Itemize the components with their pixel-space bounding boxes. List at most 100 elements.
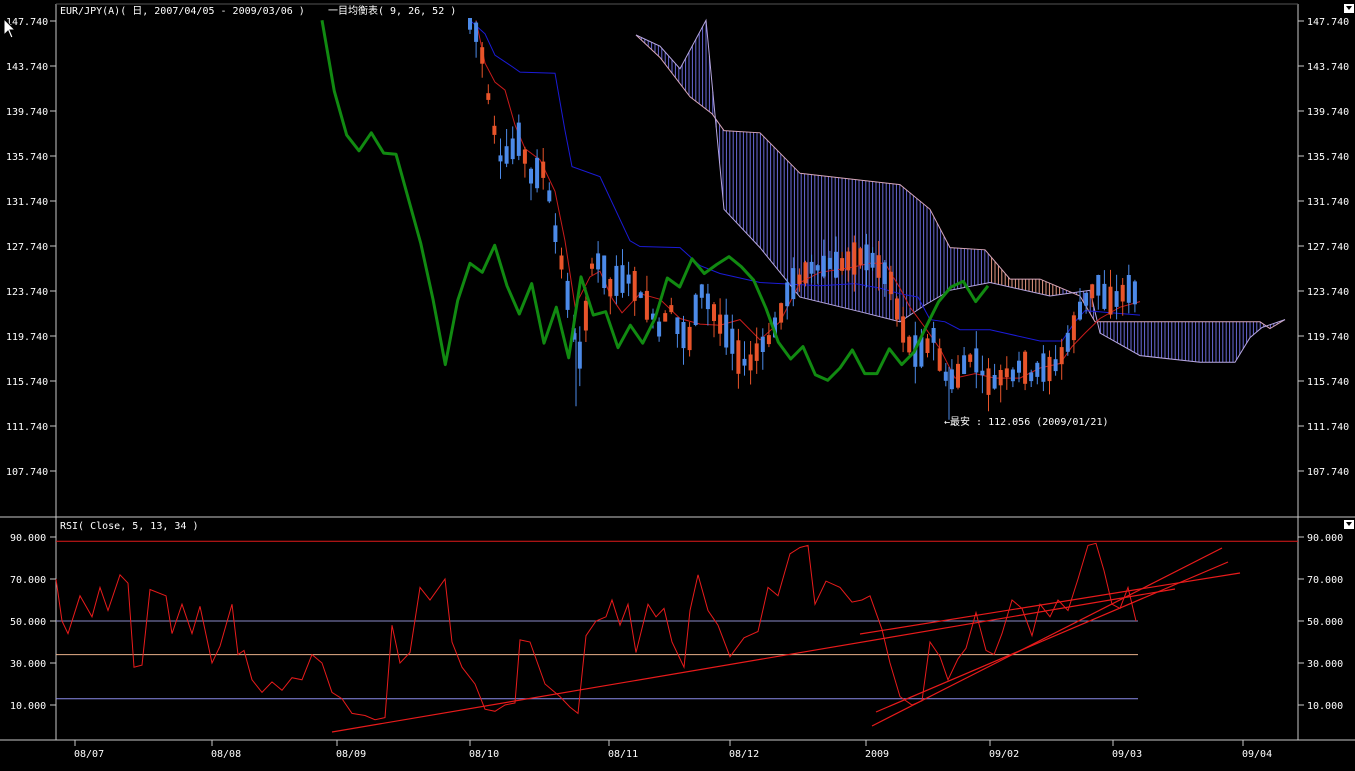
rsi-tick-label: 30.000 bbox=[10, 659, 46, 670]
candle-body bbox=[834, 251, 838, 278]
rsi-panel bbox=[55, 540, 1298, 733]
candle-body bbox=[1078, 301, 1082, 320]
candle-body bbox=[699, 284, 704, 298]
candle-body bbox=[1053, 359, 1058, 372]
candle-body bbox=[1004, 368, 1009, 378]
candle-body bbox=[486, 93, 491, 100]
candle-body bbox=[480, 47, 485, 64]
rsi-axis: 90.000 90.000 70.000 70.000 50.000 50.000 30.0… bbox=[10, 533, 1343, 712]
candle-body bbox=[1084, 292, 1089, 306]
date-axis: 08/07 08/08 08/09 08/10 08/11 08/12 2009 09/02 0… bbox=[74, 740, 1272, 760]
senkou-span-a bbox=[635, 34, 1286, 330]
rsi-tick-label: 30.000 bbox=[1307, 659, 1343, 670]
date-tick-label: 08/08 bbox=[211, 749, 241, 760]
candle-body bbox=[1017, 360, 1021, 373]
candle-body bbox=[675, 317, 680, 334]
candle-body bbox=[498, 155, 503, 162]
candle-body bbox=[565, 280, 570, 310]
candle-body bbox=[974, 348, 979, 373]
rsi-title: RSI( Close, 5, 13, 34 ) bbox=[60, 521, 198, 532]
candle-body bbox=[1029, 372, 1034, 382]
candle-body bbox=[785, 282, 790, 307]
price-tick-label: 115.740 bbox=[6, 377, 48, 388]
price-tick-label: 147.740 bbox=[1307, 17, 1349, 28]
rsi-path bbox=[55, 542, 1137, 721]
candle-body bbox=[840, 258, 845, 271]
candle-body bbox=[553, 225, 558, 242]
candle-body bbox=[1065, 332, 1070, 352]
price-tick-label: 107.740 bbox=[6, 467, 48, 478]
rsi-tick-label: 50.000 bbox=[1307, 617, 1343, 628]
candle-body bbox=[968, 354, 973, 362]
date-tick-label: 08/09 bbox=[336, 749, 366, 760]
candle-body bbox=[931, 328, 936, 343]
candle-body bbox=[596, 253, 601, 270]
candle-body bbox=[888, 271, 893, 295]
rsi-trendlines bbox=[331, 547, 1241, 733]
candle-body bbox=[895, 298, 899, 320]
candle-body bbox=[644, 290, 649, 320]
candle-body bbox=[827, 257, 832, 269]
candle-body bbox=[773, 317, 777, 338]
candle-body bbox=[907, 336, 912, 353]
candle-body bbox=[882, 262, 887, 284]
candle-body bbox=[949, 369, 954, 390]
candle-body bbox=[809, 261, 814, 274]
candle-body bbox=[516, 122, 521, 156]
kijun-path bbox=[469, 19, 1141, 342]
candle-body bbox=[577, 341, 582, 369]
candle-body bbox=[1023, 351, 1028, 384]
candle-body bbox=[742, 358, 747, 366]
candle-body bbox=[474, 22, 479, 42]
price-tick-label: 143.740 bbox=[6, 62, 48, 73]
candle-body bbox=[754, 343, 759, 361]
price-tick-label: 131.740 bbox=[1307, 197, 1349, 208]
price-tick-label: 115.740 bbox=[1307, 377, 1349, 388]
candle-body bbox=[492, 125, 497, 135]
candle-body bbox=[468, 18, 472, 30]
scroll-arrow-icon[interactable] bbox=[1344, 520, 1354, 529]
scroll-arrow-icon[interactable] bbox=[1344, 4, 1354, 13]
candle-body bbox=[791, 268, 796, 300]
rsi-tick-label: 10.000 bbox=[10, 701, 46, 712]
candle-body bbox=[962, 355, 967, 374]
candle-body bbox=[510, 138, 515, 160]
main-chart-title: EUR/JPY(A)( 日, 2007/04/05 - 2009/03/06 ) bbox=[60, 6, 305, 17]
price-tick-label: 123.740 bbox=[6, 287, 48, 298]
candle-body bbox=[998, 370, 1003, 386]
price-tick-label: 135.740 bbox=[6, 152, 48, 163]
candle-body bbox=[651, 313, 655, 320]
rsi-trendline bbox=[871, 547, 1223, 727]
candle-body bbox=[687, 326, 692, 351]
candle-body bbox=[602, 255, 607, 288]
date-tick-label: 08/07 bbox=[74, 749, 104, 760]
rsi-tick-label: 10.000 bbox=[1307, 701, 1343, 712]
candle-body bbox=[980, 370, 985, 376]
low-annotation: ←最安 : 112.056 (2009/01/21) bbox=[944, 415, 1109, 428]
price-tick-label: 119.740 bbox=[6, 332, 48, 343]
date-tick-label: 09/02 bbox=[989, 749, 1019, 760]
date-tick-label: 09/03 bbox=[1112, 749, 1142, 760]
rsi-tick-label: 70.000 bbox=[1307, 575, 1343, 586]
candle-body bbox=[705, 293, 710, 310]
candle-body bbox=[1126, 275, 1131, 303]
candle-body bbox=[522, 149, 527, 164]
rsi-trendline bbox=[875, 561, 1229, 713]
rsi-trendline bbox=[331, 588, 1176, 733]
candle-body bbox=[803, 262, 808, 284]
candle-body bbox=[669, 305, 674, 313]
candle-body bbox=[736, 340, 741, 374]
price-tick-label: 107.740 bbox=[1307, 467, 1349, 478]
price-tick-label: 147.740 bbox=[6, 17, 48, 28]
candle-body bbox=[730, 328, 735, 354]
candle-body bbox=[870, 252, 875, 268]
candle-body bbox=[1071, 315, 1076, 341]
candle-body bbox=[718, 314, 723, 334]
date-tick-label: 08/10 bbox=[469, 749, 499, 760]
rsi-line bbox=[55, 542, 1137, 721]
candle-body bbox=[1010, 369, 1015, 382]
price-tick-label: 143.740 bbox=[1307, 62, 1349, 73]
candle-body bbox=[638, 292, 643, 298]
candle-body bbox=[858, 248, 863, 265]
